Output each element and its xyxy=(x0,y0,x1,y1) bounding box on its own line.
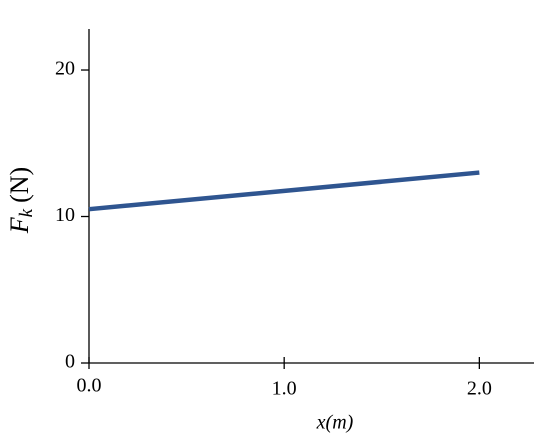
y-label-subscript: k xyxy=(16,208,37,217)
y-axis-label: Fk (N) xyxy=(5,167,37,234)
x-tick-label: 2.0 xyxy=(467,378,492,400)
y-tick-label: 0 xyxy=(65,351,75,373)
data-line xyxy=(88,170,480,212)
x-axis-label: x(m) xyxy=(316,412,354,434)
y-tick-label: 10 xyxy=(55,204,75,226)
y-label-symbol: F xyxy=(5,216,34,234)
x-tick-label: 1.0 xyxy=(272,378,297,400)
x-tick-label: 0.0 xyxy=(77,375,102,397)
y-label-unit: (N) xyxy=(5,167,34,203)
y-tick-label: 20 xyxy=(55,58,75,80)
